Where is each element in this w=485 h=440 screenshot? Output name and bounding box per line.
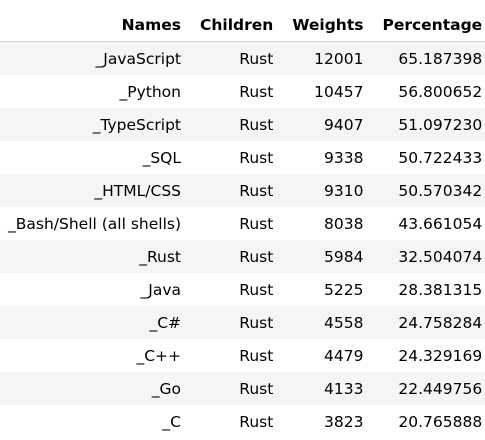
cell-children: Rust: [239, 214, 274, 233]
cell-percentage: 50.570342: [398, 181, 483, 200]
cell-name: _TypeScript: [92, 115, 181, 134]
cell-percentage: 43.661054: [398, 214, 483, 233]
cell-weight: 3823: [324, 412, 364, 431]
cell-percentage: 28.381315: [398, 280, 483, 299]
table-row: _Java Rust 5225 28.381315: [0, 273, 485, 306]
cell-percentage: 22.449756: [398, 379, 483, 398]
column-header-names: Names: [0, 9, 192, 42]
column-header-weights: Weights: [284, 9, 375, 42]
cell-children: Rust: [239, 181, 274, 200]
cell-weight: 9407: [324, 115, 364, 134]
cell-children: Rust: [239, 379, 274, 398]
cell-children: Rust: [239, 346, 274, 365]
table-row: _Go Rust 4133 22.449756: [0, 372, 485, 405]
table-row: _Rust Rust 5984 32.504074: [0, 240, 485, 273]
cell-weight: 5984: [324, 247, 364, 266]
cell-percentage: 32.504074: [398, 247, 483, 266]
cell-name: _Bash/Shell (all shells): [8, 214, 181, 233]
cell-percentage: 20.765888: [398, 412, 483, 431]
cell-weight: 4479: [324, 346, 364, 365]
column-header-percentage: Percentage: [374, 9, 485, 42]
table-row: _HTML/CSS Rust 9310 50.570342: [0, 174, 485, 207]
table-row: _C Rust 3823 20.765888: [0, 405, 485, 438]
cell-weight: 4133: [324, 379, 364, 398]
cell-name: _Rust: [139, 247, 181, 266]
cell-weight: 5225: [324, 280, 364, 299]
cell-children: Rust: [239, 115, 274, 134]
cell-children: Rust: [239, 82, 274, 101]
cell-percentage: 56.800652: [398, 82, 483, 101]
cell-name: _Python: [119, 82, 181, 101]
cell-weight: 8038: [324, 214, 364, 233]
cell-children: Rust: [239, 280, 274, 299]
cell-percentage: 24.758284: [398, 313, 483, 332]
table-body: _JavaScript Rust 12001 65.187398 _Python Rust…: [0, 41, 485, 438]
cell-weight: 9338: [324, 148, 364, 167]
table-row: _TypeScript Rust 9407 51.097230: [0, 108, 485, 141]
table-row: _Bash/Shell (all shells) Rust 8038 43.66105…: [0, 207, 485, 240]
table-row: _SQL Rust 9338 50.722433: [0, 141, 485, 174]
table-row: _C++ Rust 4479 24.329169: [0, 339, 485, 372]
table-header: Names Children Weights Percentage: [0, 9, 485, 42]
cell-percentage: 65.187398: [398, 49, 483, 68]
cell-percentage: 50.722433: [398, 148, 483, 167]
header-row: Names Children Weights Percentage: [0, 9, 485, 42]
table-row: _JavaScript Rust 12001 65.187398: [0, 41, 485, 75]
cell-children: Rust: [239, 148, 274, 167]
table-row: _C# Rust 4558 24.758284: [0, 306, 485, 339]
cell-weight: 4558: [324, 313, 364, 332]
cell-weight: 10457: [314, 82, 364, 101]
cell-percentage: 51.097230: [398, 115, 483, 134]
cell-name: _Java: [140, 280, 182, 299]
cell-children: Rust: [239, 49, 274, 68]
dataframe-table-container: Names Children Weights Percentage _JavaS…: [0, 9, 485, 438]
cell-percentage: 24.329169: [398, 346, 483, 365]
dataframe-table: Names Children Weights Percentage _JavaS…: [0, 9, 485, 438]
cell-name: _C++: [136, 346, 181, 365]
table-row: _Python Rust 10457 56.800652: [0, 75, 485, 108]
cell-children: Rust: [239, 247, 274, 266]
column-header-children: Children: [192, 9, 285, 42]
cell-weight: 9310: [324, 181, 364, 200]
cell-children: Rust: [239, 313, 274, 332]
cell-children: Rust: [239, 412, 274, 431]
cell-name: _C: [162, 412, 181, 431]
cell-name: _JavaScript: [95, 49, 181, 68]
cell-name: _SQL: [142, 148, 181, 167]
cell-weight: 12001: [314, 49, 364, 68]
cell-name: _Go: [151, 379, 181, 398]
cell-name: _HTML/CSS: [94, 181, 181, 200]
cell-name: _C#: [149, 313, 181, 332]
